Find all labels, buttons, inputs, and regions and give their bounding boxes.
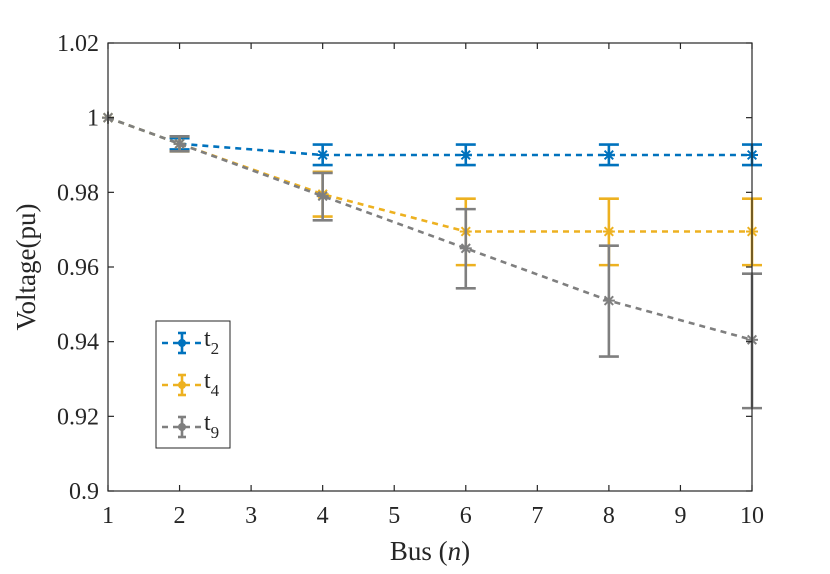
data-point-marker	[316, 149, 329, 161]
x-tick-label: 6	[460, 503, 472, 529]
legend-label: t9	[204, 410, 219, 442]
axes-layer: 1 2 3 4 5 6 7 8 9 10 0.9 0.92 0.94 0.96 0.98 1 1.02	[57, 31, 764, 529]
legend: t2 t4 t9	[155, 320, 231, 449]
x-tick-label: 4	[317, 503, 329, 529]
y-tick-label: 0.96	[57, 255, 99, 281]
y-tick-label: 0.94	[57, 330, 99, 356]
marker-stroke	[317, 191, 328, 202]
y-axis-label: Voltage(pu)	[11, 204, 41, 331]
legend-entry-t2: t2	[162, 326, 219, 358]
legend-label: t4	[204, 368, 220, 400]
legend-marker	[178, 339, 186, 347]
y-tick-label: 1	[87, 106, 99, 132]
legend-box	[155, 320, 231, 449]
legend-entry-t9: t9	[162, 410, 219, 442]
x-tick-label: 8	[603, 503, 615, 529]
y-tick-label: 0.9	[69, 479, 99, 505]
marker-stroke	[603, 149, 614, 161]
marker-stroke	[603, 226, 614, 237]
marker-stroke	[317, 149, 328, 161]
marker-stroke	[460, 149, 471, 161]
series-line	[107, 116, 752, 157]
y-tick-label: 0.92	[57, 404, 99, 430]
x-axis-label: Bus (n)	[390, 536, 470, 566]
x-tick-label: 5	[388, 503, 400, 529]
x-tick-label: 3	[245, 503, 257, 529]
x-tick-label: 10	[740, 503, 764, 529]
data-point-marker	[602, 149, 615, 161]
data-point-marker	[173, 137, 186, 150]
series-line	[107, 116, 752, 233]
legend-marker	[178, 381, 186, 389]
marker-stroke	[174, 138, 185, 149]
data-point-marker	[316, 190, 329, 203]
x-tick-label: 7	[531, 503, 543, 529]
x-tick-label: 1	[102, 503, 114, 529]
data-point-marker	[459, 149, 472, 161]
legend-marker	[178, 423, 186, 431]
x-tick-label: 9	[674, 503, 686, 529]
data-point-marker	[602, 294, 615, 307]
legend-entry-t4: t4	[162, 368, 220, 400]
data-point-marker	[459, 242, 472, 255]
marker-stroke	[460, 243, 471, 254]
y-tick-label: 1.02	[57, 31, 99, 57]
y-tick-label: 0.98	[57, 180, 99, 206]
legend-label: t2	[204, 326, 219, 358]
x-tick-label: 2	[174, 503, 186, 529]
data-point-marker	[602, 225, 615, 238]
marker-stroke	[603, 295, 614, 306]
